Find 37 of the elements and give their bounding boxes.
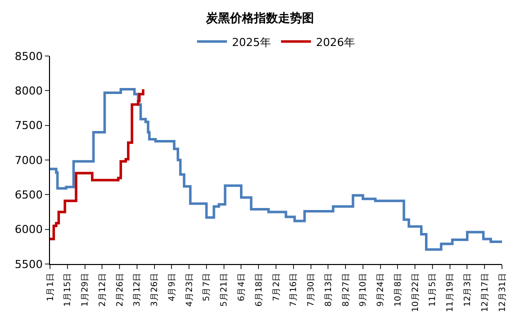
y-tick-label: 7000 — [14, 154, 43, 167]
x-tick-label: 9月24日 — [376, 272, 386, 307]
x-tick-label: 2月26日 — [115, 272, 126, 307]
legend-label: 2026年 — [316, 36, 355, 49]
x-tick-label: 1月29日 — [80, 272, 91, 307]
x-tick-label: 3月26日 — [150, 272, 160, 307]
x-tick-label: 1月15日 — [63, 272, 74, 307]
x-tick-label: 11月5日 — [428, 272, 438, 307]
x-tick-label: 5月21日 — [220, 272, 230, 307]
x-tick-label: 4月23日 — [184, 272, 195, 307]
x-tick-label: 11月19日 — [446, 272, 456, 312]
x-tick-label: 5月7日 — [202, 272, 212, 302]
x-tick-label: 12月3日 — [462, 272, 473, 307]
x-tick-label: 6月4日 — [236, 272, 247, 302]
x-tick-label: 2月12日 — [98, 272, 108, 307]
legend-label: 2025年 — [232, 36, 271, 49]
x-tick-label: 8月27日 — [341, 272, 352, 307]
x-tick-label: 6月18日 — [254, 272, 264, 307]
x-tick-label: 10月22日 — [410, 272, 421, 312]
x-tick-label: 7月2日 — [272, 272, 282, 302]
y-tick-label: 7500 — [14, 119, 43, 132]
y-tick-label: 8500 — [14, 50, 43, 63]
x-tick-label: 1月1日 — [46, 272, 56, 302]
y-tick-label: 8000 — [14, 84, 43, 98]
x-tick-label: 8月13日 — [324, 272, 334, 307]
x-tick-label: 9月10日 — [358, 272, 369, 307]
x-tick-label: 7月16日 — [289, 272, 300, 307]
y-tick-label: 6000 — [14, 223, 43, 236]
x-tick-label: 7月30日 — [306, 272, 317, 307]
x-tick-label: 3月12日 — [132, 272, 143, 307]
y-tick-label: 6500 — [14, 188, 43, 202]
x-tick-label: 4月9日 — [167, 272, 178, 302]
x-tick-label: 10月8日 — [393, 272, 404, 307]
x-tick-label: 12月17日 — [480, 272, 490, 312]
x-tick-label: 12月31日 — [498, 272, 508, 312]
y-tick-label: 5500 — [14, 258, 43, 271]
chart-title: 炭黑价格指数走势图 — [205, 10, 314, 25]
